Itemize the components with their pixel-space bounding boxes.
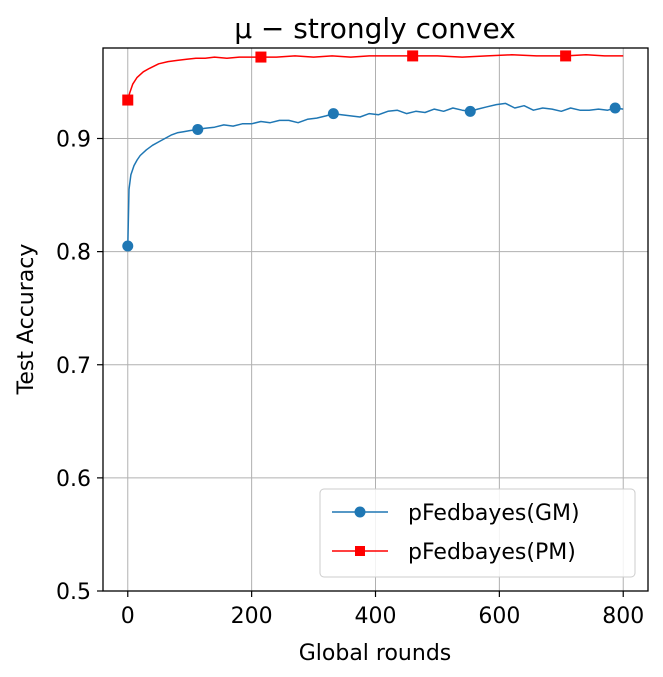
- x-tick-label: 600: [478, 604, 520, 629]
- chart-title: μ − strongly convex: [234, 12, 516, 45]
- y-tick-label: 0.8: [56, 241, 91, 266]
- x-tick-label: 200: [231, 604, 273, 629]
- x-tick-label: 0: [121, 604, 135, 629]
- y-tick-label: 0.6: [56, 467, 91, 492]
- y-axis-label: Test Accuracy: [14, 244, 39, 396]
- data-point-marker: [192, 123, 204, 135]
- y-tick-label: 0.9: [56, 128, 91, 153]
- data-point-marker: [609, 102, 621, 114]
- data-point-marker: [407, 50, 419, 62]
- axis-ticks: 0 200 400 600 800 0.5 0.6 0.7 0.8 0.9: [56, 128, 644, 630]
- data-point-marker: [255, 51, 267, 63]
- data-point-marker: [464, 105, 476, 117]
- data-point-marker: [560, 50, 572, 62]
- x-tick-label: 800: [602, 604, 644, 629]
- legend-marker-gm: [354, 506, 366, 518]
- legend-marker-pm: [355, 546, 365, 556]
- legend-label-pm: pFedbayes(PM): [408, 540, 576, 565]
- legend-box: [319, 488, 636, 578]
- x-tick-label: 400: [355, 604, 397, 629]
- legend-label-gm: pFedbayes(GM): [408, 501, 580, 526]
- y-tick-label: 0.7: [56, 354, 91, 379]
- data-point-marker: [122, 94, 134, 106]
- y-tick-label: 0.5: [56, 580, 91, 605]
- x-axis-label: Global rounds: [299, 641, 452, 666]
- series-line-1: [127, 54, 624, 101]
- series-layer: [122, 50, 624, 252]
- data-point-marker: [122, 240, 134, 252]
- data-point-marker: [327, 108, 339, 120]
- series-line-0: [127, 102, 624, 247]
- legend: pFedbayes(GM) pFedbayes(PM): [319, 488, 636, 578]
